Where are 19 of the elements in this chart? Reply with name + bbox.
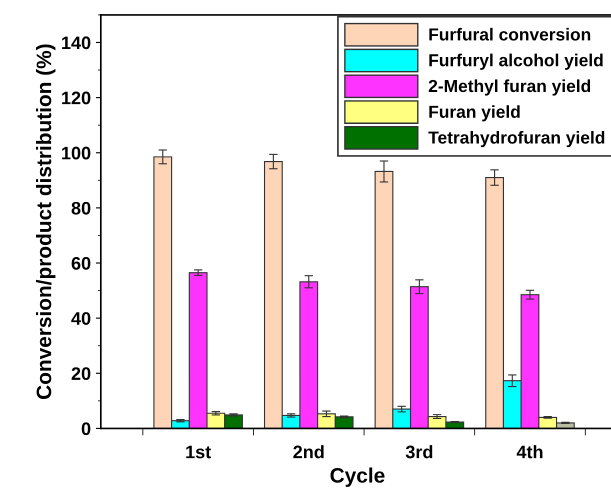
y-tick-label: 20 bbox=[72, 367, 90, 380]
x-tick-label: 1st bbox=[186, 446, 211, 458]
legend-label: Furfuryl alcohol yield bbox=[429, 54, 603, 70]
legend-label: Tetrahydrofuran yield bbox=[428, 130, 604, 148]
y-tick-label: 0 bbox=[82, 422, 90, 436]
x-tick-label: 4th bbox=[516, 445, 542, 458]
y-tick-label: 60 bbox=[72, 256, 90, 270]
x-axis-title: Cycle bbox=[330, 467, 385, 487]
y-tick-label: 40 bbox=[71, 312, 90, 325]
y-tick-label: 100 bbox=[62, 146, 90, 160]
y-tick-label: 80 bbox=[72, 202, 90, 215]
legend-label: Furfural conversion bbox=[429, 28, 590, 41]
x-tick-label: 3rd bbox=[406, 445, 432, 458]
legend-label: Furan yield bbox=[429, 105, 520, 122]
y-axis-title: Conversion/product distribution (%) bbox=[36, 44, 56, 400]
legend-label: 2-Methyl furan yield bbox=[428, 79, 590, 96]
y-tick-label: 140 bbox=[62, 36, 90, 50]
y-tick-label: 120 bbox=[62, 92, 90, 104]
x-tick-label: 2nd bbox=[293, 445, 324, 458]
